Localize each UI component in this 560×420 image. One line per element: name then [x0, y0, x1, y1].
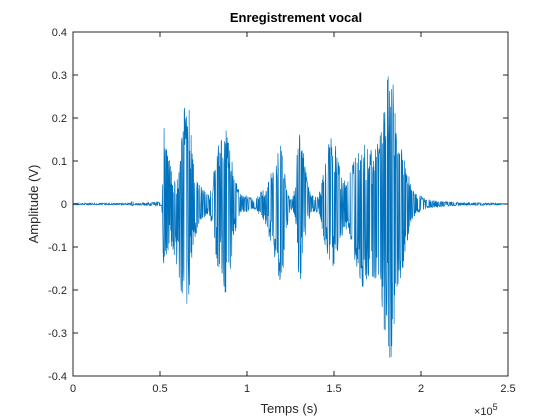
y-axis-label: Amplitude (V): [26, 165, 41, 244]
x-exponent-base: ×10: [474, 406, 493, 418]
x-tick-label: 1: [244, 383, 250, 395]
y-tick-label: 0.4: [52, 27, 67, 39]
x-axis-label: Temps (s): [260, 401, 317, 416]
y-tick-label: -0.1: [48, 242, 67, 254]
y-axis: -0.4 -0.3 -0.2 -0.1 0 0.1 0.2 0.3 0.4: [48, 27, 508, 383]
y-tick-label: 0.2: [52, 113, 67, 125]
x-tick-label: 0: [70, 383, 76, 395]
chart-title: Enregistrement vocal: [230, 10, 362, 25]
x-tick-label: 2: [418, 383, 424, 395]
y-tick-label: -0.3: [48, 328, 67, 340]
x-exponent-power: 5: [493, 402, 498, 412]
y-tick-label: 0.3: [52, 70, 67, 82]
x-tick-label: 1.5: [326, 383, 341, 395]
y-tick-label: 0.1: [52, 156, 67, 168]
y-tick-label: 0: [61, 199, 67, 211]
x-tick-label: 0.5: [152, 383, 167, 395]
y-tick-label: -0.4: [48, 371, 67, 383]
waveform-series: [72, 76, 503, 358]
y-tick-label: -0.2: [48, 285, 67, 297]
waveform-line: [72, 76, 503, 358]
x-axis-exponent: ×105: [474, 402, 498, 418]
x-tick-label: 2.5: [500, 383, 515, 395]
x-axis: 0 0.5 1 1.5 2 2.5: [70, 32, 516, 395]
